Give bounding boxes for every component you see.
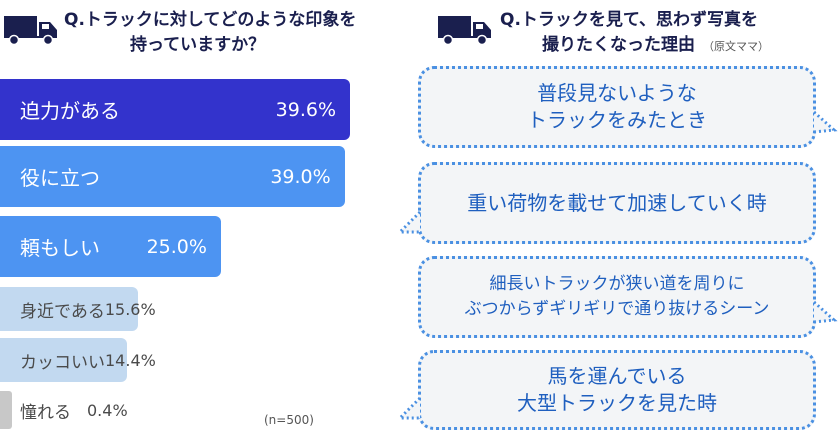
chart-bar: 頼もしい 25.0%	[0, 216, 221, 277]
answer-text-2: 重い荷物を載せて加速していく時	[467, 190, 767, 215]
answer-text-1: 普段見ないような トラックをみたとき	[527, 81, 707, 132]
bar-value-label: 0.4%	[87, 400, 128, 420]
bar-category-label: 憧れる	[20, 402, 71, 423]
left-title-line2: 持っていますか？	[130, 35, 266, 55]
bar-category-label: 迫力がある	[20, 99, 120, 123]
bar-value-label: 15.6%	[104, 299, 156, 319]
left-question-title: Q.トラックに対してどのような印象を 持っていますか？	[64, 8, 356, 58]
bar-value-label: 39.0%	[270, 165, 331, 188]
bar-category-label: 頼もしい	[20, 236, 100, 260]
bubble-tail-1	[814, 110, 838, 134]
answer-bubble-2: 重い荷物を載せて加速していく時	[418, 162, 816, 244]
chart-bar-stub	[0, 391, 12, 429]
chart-bar: 身近である 15.6%	[0, 287, 156, 331]
title-note: （原文ママ）	[703, 40, 769, 53]
bar-category-label: カッコいい	[20, 352, 105, 373]
truck-icon	[438, 16, 491, 46]
sample-size-note: (n=500)	[264, 413, 314, 427]
answer-bubble-1: 普段見ないような トラックをみたとき	[418, 66, 816, 148]
bar-value-label: 14.4%	[105, 350, 156, 370]
left-title-line1: Q.トラックに対してどのような印象を	[64, 10, 357, 30]
answer-bubble-4: 馬を運んでいる 大型トラックを見た時	[418, 350, 816, 430]
right-title-line2: 撮りたくなった理由	[542, 35, 695, 55]
bubble-tail-4	[398, 396, 422, 420]
right-title-line1: Q.トラックを見て、思わず写真を	[500, 10, 759, 30]
right-question-title: Q.トラックを見て、思わず写真を 撮りたくなった理由 （原文ママ）	[500, 8, 769, 59]
answer-text-4: 馬を運んでいる 大型トラックを見た時	[517, 364, 717, 415]
bar-value-label: 39.6%	[275, 98, 336, 121]
impression-bar-chart: 迫力がある 39.6% 役に立つ 39.0% 頼もしい 25.0% 身近である 15.6% カッ…	[0, 0, 400, 437]
bar-category-label: 身近である	[20, 301, 105, 322]
chart-bar: カッコいい 14.4%	[0, 338, 156, 382]
chart-bar: 迫力がある 39.6%	[0, 79, 350, 140]
chart-bar: 役に立つ 39.0%	[0, 146, 345, 207]
answer-text-3: 細長いトラックが狭い道を周りに ぶつからずギリギリで通り抜けるシーン	[464, 274, 770, 319]
bar-category-label: 役に立つ	[20, 166, 100, 190]
truck-icon	[4, 16, 57, 46]
bubble-tail-3	[814, 300, 838, 324]
bubble-tail-2	[398, 210, 422, 234]
bar-value-label: 25.0%	[146, 235, 207, 258]
chart-bar: 憧れる 0.4%	[0, 391, 128, 429]
answer-bubble-3: 細長いトラックが狭い道を周りに ぶつからずギリギリで通り抜けるシーン	[418, 256, 816, 338]
